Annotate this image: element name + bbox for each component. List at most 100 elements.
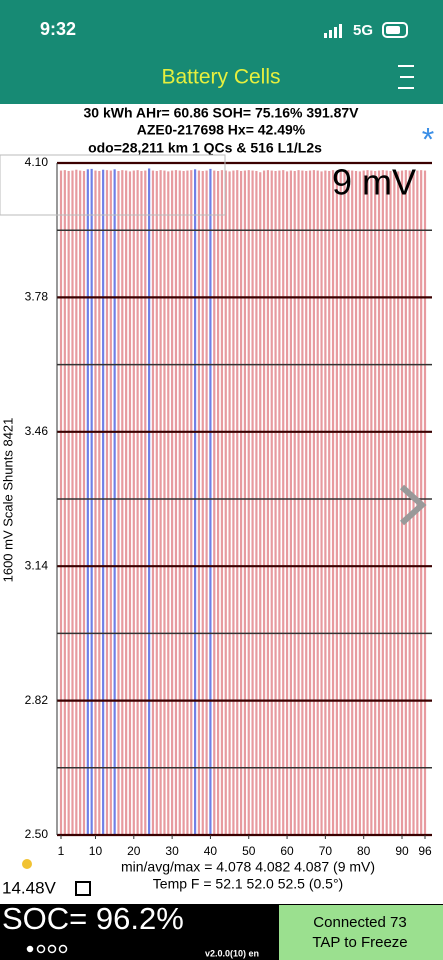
cell-bar: [400, 170, 404, 835]
x-tick-label: 1: [58, 844, 65, 858]
cell-bar: [412, 170, 415, 836]
cell-bar: [105, 170, 109, 835]
info-line: odo=28,211 km 1 QCs & 516 L1/L2s: [88, 140, 322, 156]
cell-bar: [289, 170, 292, 835]
y-tick-label: 3.46: [25, 424, 49, 438]
cell-bar: [308, 170, 312, 835]
cell-bar: [121, 170, 124, 835]
cell-bar: [155, 170, 158, 836]
cell-bar: [197, 170, 201, 835]
cell-bar: [113, 169, 116, 836]
cell-bar: [63, 170, 66, 835]
info-line: AZE0-217698 Hx= 42.49%: [137, 122, 306, 138]
cell-bar: [71, 170, 74, 835]
cell-bar: [404, 170, 407, 835]
cell-bar: [274, 170, 277, 836]
cell-bar: [190, 170, 193, 835]
cell-bar: [381, 170, 384, 835]
cell-bar: [79, 170, 82, 835]
top-bar: [0, 0, 443, 104]
inset-box: [0, 154, 226, 216]
cell-bar: [285, 171, 289, 835]
cell-bar: [140, 170, 143, 836]
x-tick-label: 70: [319, 844, 333, 858]
cell-bar: [262, 170, 266, 835]
cell-bar: [151, 170, 155, 835]
cell-bar: [132, 170, 135, 835]
cell-bar: [171, 170, 174, 835]
chevron[interactable]: [399, 484, 427, 526]
cell-bar: [205, 170, 208, 835]
info-line: 30 kWh AHr= 60.86 SOH= 75.16% 391.87V: [84, 105, 360, 121]
cell-bar: [75, 169, 78, 836]
cell-bar: [90, 168, 93, 835]
status-time: 9:32: [40, 19, 76, 39]
x-tick-label: 96: [418, 844, 432, 858]
cell-bar: [389, 170, 392, 836]
x-tick-label: 40: [204, 844, 218, 858]
y-tick-label: 3.14: [25, 558, 49, 572]
x-tick-label: 10: [89, 844, 103, 858]
cell-bar: [174, 170, 178, 835]
x-tick-label: 80: [357, 844, 371, 858]
page-dots[interactable]: [26, 944, 68, 954]
cell-bar: [331, 170, 335, 835]
cell-bar: [224, 170, 227, 835]
cell-bar: [251, 170, 254, 835]
cell-bar: [354, 170, 358, 836]
x-tick-label: 20: [127, 844, 141, 858]
aux-voltage: 14.48V: [2, 878, 57, 897]
cell-bar: [228, 171, 231, 835]
cell-bar: [109, 170, 112, 835]
cell-bar: [220, 170, 224, 835]
cell-bar: [186, 170, 189, 835]
cell-bar: [98, 170, 101, 836]
cell-bar: [316, 170, 319, 835]
cell-bar: [293, 170, 296, 836]
cell-bar: [351, 170, 354, 835]
cell-bar: [266, 170, 270, 835]
cell-bar: [236, 170, 239, 835]
cell-bar: [163, 170, 166, 835]
cell-bar: [144, 170, 147, 835]
cell-bar: [339, 170, 342, 836]
status-network: 5G: [353, 22, 373, 39]
y-tick-label: 3.78: [25, 290, 49, 304]
cell-bar: [247, 170, 250, 835]
cell-bar: [270, 170, 273, 835]
version: v2.0.0(10) en: [205, 948, 259, 958]
cell-bar: [182, 170, 185, 836]
cell-bar: [397, 171, 400, 835]
cell-bar: [324, 170, 327, 835]
cell-bar: [94, 170, 97, 835]
cell-bar: [423, 170, 427, 835]
cell-bar: [159, 170, 162, 835]
stats-line: Temp F = 52.1 52.0 52.5 (0.5°): [153, 876, 343, 892]
menu-icon[interactable]: [398, 65, 414, 89]
x-tick-label: 30: [165, 844, 179, 858]
cell-bar: [209, 168, 212, 835]
connect-button[interactable]: [279, 905, 443, 960]
x-tick-label: 50: [242, 844, 256, 858]
cell-bar: [102, 169, 105, 836]
cell-bar: [328, 170, 331, 836]
connection-status: Connected 73: [313, 914, 406, 931]
y-axis-label: 1600 mV Scale Shunts 8421: [0, 418, 15, 583]
y-tick-label: 4.10: [25, 155, 49, 169]
bulb-icon[interactable]: [22, 859, 32, 869]
cell-bar: [259, 172, 262, 836]
cell-bar: [358, 171, 361, 835]
freeze-label[interactable]: TAP to Freeze: [312, 934, 407, 951]
cell-bar: [67, 170, 70, 836]
cell-bar: [385, 170, 388, 835]
cell-bar: [312, 170, 315, 835]
cell-bar: [297, 170, 300, 835]
calendar-icon[interactable]: [75, 881, 91, 896]
header-title: Battery Cells: [161, 66, 280, 89]
cell-bar: [201, 170, 204, 836]
cell-bar: [213, 170, 216, 835]
cell-bar: [374, 170, 377, 836]
star-button[interactable]: *: [422, 121, 434, 157]
cell-bar: [239, 170, 243, 836]
